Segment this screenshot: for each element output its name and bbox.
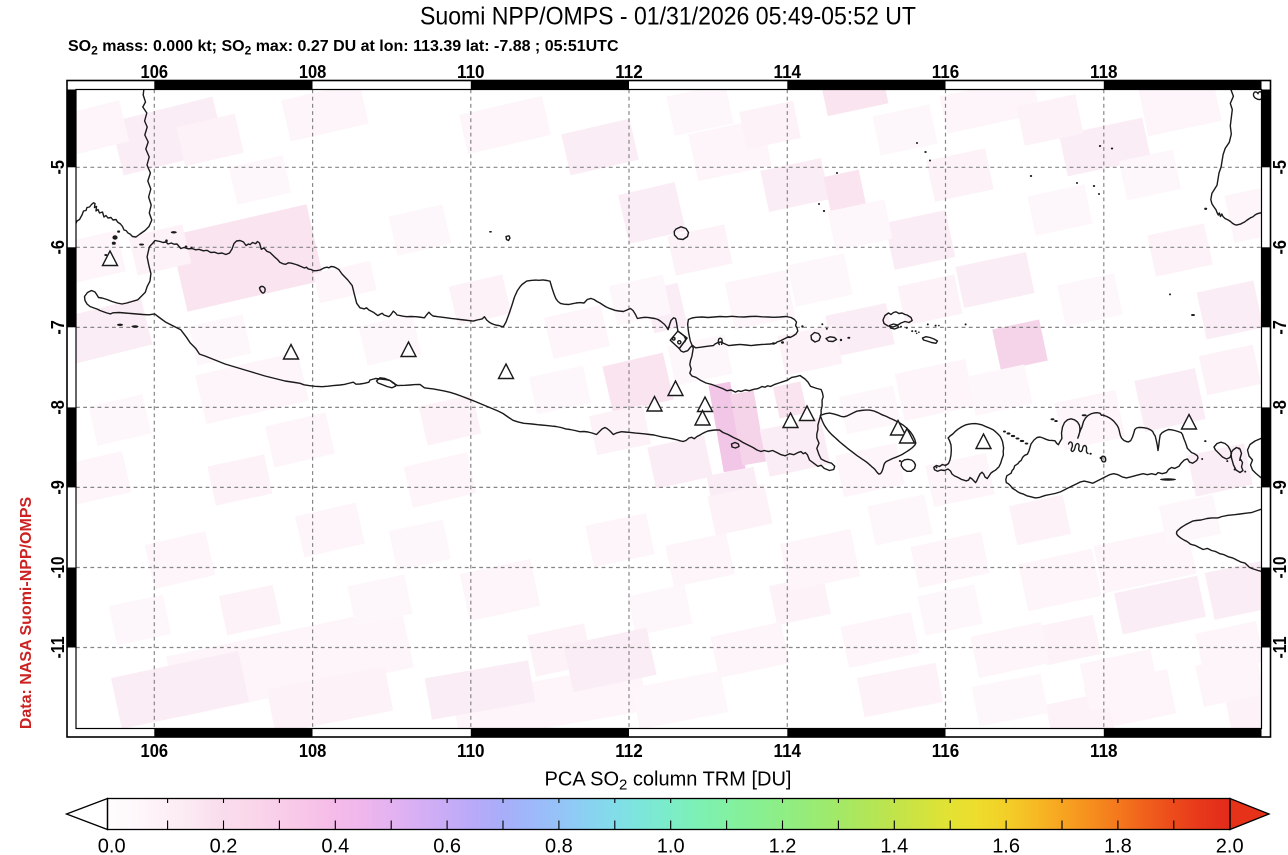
svg-text:114: 114 bbox=[774, 741, 802, 761]
svg-text:-11: -11 bbox=[1270, 637, 1288, 659]
svg-text:112: 112 bbox=[615, 741, 643, 761]
svg-text:-6: -6 bbox=[48, 240, 68, 255]
svg-text:-9: -9 bbox=[1270, 480, 1288, 495]
svg-text:2.0: 2.0 bbox=[1216, 836, 1244, 855]
svg-text:0.6: 0.6 bbox=[433, 836, 461, 855]
svg-text:1.0: 1.0 bbox=[657, 836, 685, 855]
svg-text:-7: -7 bbox=[48, 320, 68, 335]
svg-text:1.2: 1.2 bbox=[769, 836, 797, 855]
svg-text:-5: -5 bbox=[48, 160, 68, 175]
svg-text:-6: -6 bbox=[1270, 240, 1288, 255]
svg-text:-10: -10 bbox=[48, 557, 68, 579]
svg-text:116: 116 bbox=[932, 741, 960, 761]
svg-text:118: 118 bbox=[1090, 62, 1118, 82]
svg-text:110: 110 bbox=[457, 741, 485, 761]
svg-text:Suomi NPP/OMPS - 01/31/2026 05: Suomi NPP/OMPS - 01/31/2026 05:49-05:52 … bbox=[420, 3, 916, 31]
svg-text:-10: -10 bbox=[1270, 557, 1288, 579]
svg-text:0.8: 0.8 bbox=[545, 836, 573, 855]
svg-text:-5: -5 bbox=[1270, 160, 1288, 175]
svg-text:1.4: 1.4 bbox=[880, 836, 908, 855]
svg-text:1.8: 1.8 bbox=[1104, 836, 1132, 855]
svg-text:108: 108 bbox=[299, 741, 327, 761]
svg-text:PCA SO2 column TRM [DU]: PCA SO2 column TRM [DU] bbox=[545, 769, 792, 794]
svg-text:0.2: 0.2 bbox=[210, 836, 238, 855]
svg-text:110: 110 bbox=[457, 62, 485, 82]
svg-text:106: 106 bbox=[141, 741, 169, 761]
svg-text:-8: -8 bbox=[48, 400, 68, 415]
svg-text:114: 114 bbox=[774, 62, 802, 82]
svg-text:SO2 mass: 0.000 kt; SO2 max: 0: SO2 mass: 0.000 kt; SO2 max: 0.27 DU at … bbox=[68, 38, 619, 58]
svg-text:106: 106 bbox=[141, 62, 169, 82]
svg-text:0.4: 0.4 bbox=[321, 836, 349, 855]
svg-text:-11: -11 bbox=[48, 637, 68, 659]
svg-text:-9: -9 bbox=[48, 480, 68, 495]
svg-text:108: 108 bbox=[299, 62, 327, 82]
svg-text:116: 116 bbox=[932, 62, 960, 82]
svg-text:1.6: 1.6 bbox=[992, 836, 1020, 855]
svg-text:118: 118 bbox=[1090, 741, 1118, 761]
svg-text:0.0: 0.0 bbox=[98, 836, 126, 855]
svg-text:Data: NASA Suomi-NPP/OMPS: Data: NASA Suomi-NPP/OMPS bbox=[18, 497, 35, 730]
svg-text:-7: -7 bbox=[1270, 320, 1288, 335]
svg-text:-8: -8 bbox=[1270, 400, 1288, 415]
svg-text:112: 112 bbox=[615, 62, 643, 82]
